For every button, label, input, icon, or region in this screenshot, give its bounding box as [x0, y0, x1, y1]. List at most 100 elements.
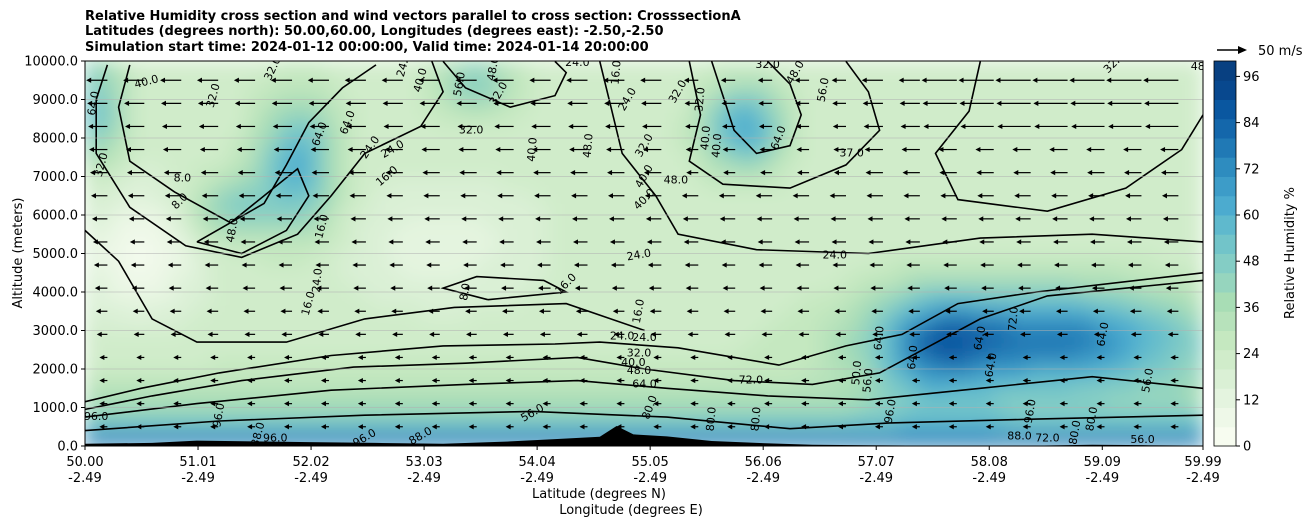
field-cell: [1058, 137, 1077, 152]
wind-vector-head: [1096, 377, 1102, 384]
colorbar-segment: [1214, 215, 1236, 235]
field-cell: [85, 406, 102, 422]
wind-vector-head: [394, 401, 400, 407]
wind-vector-head: [355, 331, 361, 337]
field-cell: [467, 149, 486, 165]
field-cell: [1090, 149, 1109, 165]
field-cell: [403, 380, 422, 396]
field-cell: [834, 111, 853, 127]
field-cell: [994, 124, 1013, 139]
field-cell: [994, 175, 1013, 191]
field-cell: [1154, 316, 1173, 332]
wind-vector-head: [1059, 377, 1065, 384]
field-cell: [850, 316, 869, 332]
wind-vector-head: [1069, 77, 1075, 83]
contour-label-34: 48.0: [664, 173, 689, 186]
field-cell: [99, 85, 118, 101]
field-cell: [547, 329, 566, 345]
wind-vector-head: [431, 401, 437, 407]
field-cell: [563, 124, 582, 139]
field-cell: [1138, 265, 1157, 281]
contour-label-68: 96.0: [263, 431, 288, 444]
wind-vector-head: [532, 146, 538, 153]
field-cell: [850, 188, 869, 204]
quiver-key-label: 50 m/s: [1258, 44, 1303, 59]
wind-vector-head: [247, 354, 253, 361]
field-cell: [419, 380, 438, 396]
contour-label-1: 64.0: [85, 90, 102, 116]
field-cell: [866, 368, 885, 383]
field-cell: [403, 72, 422, 88]
field-cell: [499, 61, 518, 75]
field-cell: [754, 342, 773, 358]
contour-label-0: 40.0: [133, 72, 160, 91]
field-cell: [163, 265, 182, 281]
field-cell: [451, 380, 470, 396]
field-cell: [658, 355, 677, 370]
field-cell: [259, 303, 278, 319]
contour-label-66: 96.0: [210, 402, 227, 428]
wind-vector-head: [868, 239, 874, 245]
field-cell: [611, 393, 630, 409]
field-cell: [1026, 239, 1045, 255]
field-cell: [323, 85, 342, 101]
field-cell: [978, 368, 997, 383]
field-cell: [834, 406, 853, 422]
field-cell: [770, 214, 789, 229]
wind-vector-head: [613, 331, 619, 337]
field-cell: [1186, 291, 1203, 306]
field-cell: [1058, 175, 1077, 191]
field-cell: [674, 380, 693, 396]
field-cell: [738, 188, 757, 204]
field-cell: [339, 278, 358, 293]
field-cell: [627, 137, 645, 152]
field-cell: [403, 368, 422, 383]
field-cell: [291, 291, 310, 306]
field-cell: [339, 214, 358, 229]
field-cell: [914, 188, 933, 204]
field-cell: [1138, 137, 1157, 152]
field-cell: [531, 329, 550, 345]
field-cell: [451, 432, 470, 446]
wind-vector-head: [946, 331, 952, 337]
field-cell: [802, 124, 821, 139]
field-cell: [1154, 137, 1173, 152]
field-cell: [1122, 85, 1141, 101]
field-cell: [595, 265, 614, 281]
colorbar-segment: [1214, 253, 1236, 274]
field-cell: [802, 265, 821, 281]
field-cell: [802, 226, 821, 242]
wind-vector-head: [496, 170, 502, 176]
wind-vector-head: [500, 262, 506, 268]
field-cell: [483, 226, 502, 242]
field-cell: [898, 355, 917, 370]
field-cell: [227, 111, 246, 127]
field-cell: [179, 278, 198, 293]
field-cell: [243, 342, 262, 358]
wind-vector-head: [798, 331, 804, 337]
field-cell: [898, 239, 917, 255]
wind-vector-head: [1022, 377, 1028, 384]
field-cell: [547, 239, 566, 255]
wind-vector-head: [161, 123, 167, 130]
field-cell: [1122, 355, 1141, 370]
field-cell: [1138, 316, 1157, 332]
field-cell: [914, 432, 933, 446]
field-cell: [643, 316, 661, 332]
field-cell: [658, 72, 677, 88]
wind-vector-head: [573, 262, 579, 268]
field-cell: [1042, 342, 1061, 358]
field-cell: [611, 111, 630, 127]
wind-vector-head: [468, 354, 474, 361]
field-cell: [1026, 149, 1045, 165]
field-cell: [243, 380, 262, 396]
field-cell: [658, 406, 677, 422]
field-cell: [387, 329, 406, 345]
field-cell: [291, 406, 310, 422]
field-cell: [962, 329, 981, 345]
field-cell: [195, 265, 214, 281]
field-cell: [738, 162, 757, 178]
field-cell: [1106, 342, 1125, 358]
field-cell: [754, 162, 773, 178]
field-cell: [914, 278, 933, 293]
